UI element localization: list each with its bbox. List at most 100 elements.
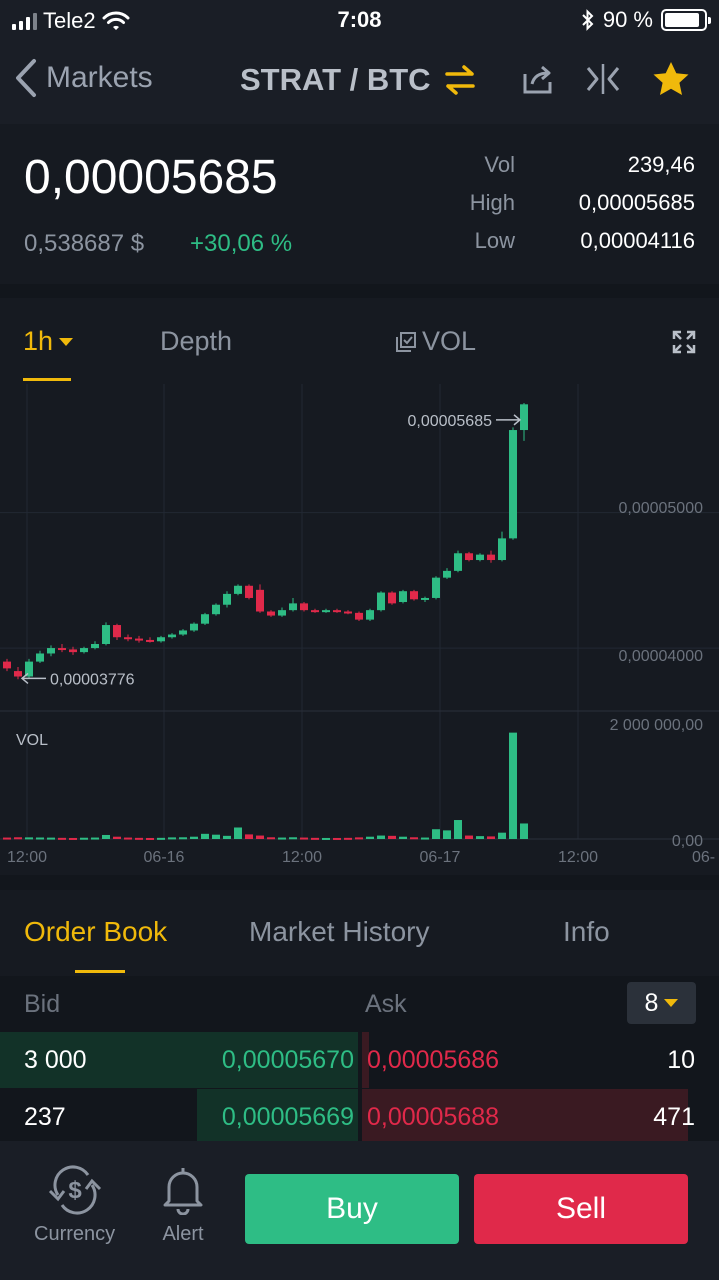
chart-tabs: 1h Depth VOL	[0, 298, 719, 384]
currency-exchange-icon: $	[48, 1165, 101, 1215]
fiat-price: 0,538687 $	[24, 230, 145, 257]
candle	[102, 625, 110, 644]
order-book-row[interactable]: 3 000 0,00005670 0,00005686 10	[0, 1032, 719, 1088]
price-axis-label-low: 0,00004000	[618, 648, 703, 665]
ask-depth-bar	[362, 1032, 369, 1088]
candle	[201, 614, 209, 624]
volume-bar	[69, 837, 77, 840]
candle	[69, 649, 77, 653]
vol-toggle[interactable]: VOL	[396, 326, 476, 357]
alert-button[interactable]: Alert	[161, 1165, 205, 1246]
decimals-value: 8	[644, 988, 659, 1017]
back-button[interactable]: Markets	[14, 58, 153, 98]
x-label: 12:00	[282, 849, 322, 866]
candle	[113, 625, 121, 638]
candle	[146, 639, 154, 642]
candle	[520, 404, 528, 431]
price-axis-label-high: 0,00005000	[618, 500, 703, 517]
candle	[168, 634, 176, 638]
carrier-name: Tele2	[43, 8, 96, 33]
volume-bar	[421, 837, 429, 840]
volume-bar	[344, 837, 352, 840]
decimals-dropdown[interactable]: 8	[627, 982, 696, 1024]
compare-icon[interactable]	[585, 62, 621, 96]
bid-header: Bid	[24, 990, 61, 1018]
volume-bar	[58, 837, 66, 840]
volume-bar	[278, 837, 286, 840]
candle	[190, 623, 198, 631]
x-label: 06-17	[420, 849, 461, 866]
volume-bar	[322, 837, 330, 840]
candle	[58, 648, 66, 651]
ask-header: Ask	[365, 990, 407, 1018]
favorite-star-icon[interactable]	[651, 60, 691, 98]
high-label: High	[469, 190, 515, 215]
candle	[25, 661, 33, 677]
order-book: Bid Ask 8 3 000 0,00005670 0,00005686 10…	[0, 976, 719, 1145]
volume-bar	[157, 837, 165, 840]
chart-panel: 1h Depth VOL 0,00005000 0,00004000 2 000…	[0, 298, 719, 875]
volume-bar	[366, 836, 374, 839]
bluetooth-icon	[582, 9, 594, 31]
order-book-row[interactable]: 237 0,00005669 0,00005688 471	[0, 1089, 719, 1145]
bid-price: 0,00005669	[221, 1103, 354, 1131]
low-label: Low	[474, 228, 515, 253]
bell-icon	[163, 1168, 203, 1215]
volume-bar	[443, 830, 451, 839]
min-arrow-icon	[20, 672, 46, 684]
volume-bar	[3, 837, 11, 840]
candle	[443, 570, 451, 578]
volume-bar	[377, 835, 385, 839]
tab-depth[interactable]: Depth	[160, 326, 233, 356]
candle	[487, 554, 495, 561]
fullscreen-icon[interactable]	[672, 330, 696, 354]
volume-bar	[179, 837, 187, 840]
ask-depth-bar	[362, 1089, 688, 1145]
interval-tab[interactable]: 1h	[23, 326, 74, 357]
candle	[322, 610, 330, 613]
volume-bar	[36, 837, 44, 840]
volume-axis-label-min: 0,00	[672, 833, 703, 850]
chevron-left-icon	[16, 59, 36, 97]
x-label: 06-16	[144, 849, 185, 866]
nav-bar: Markets STRAT / BTC	[0, 40, 719, 124]
volume-bar	[498, 832, 506, 839]
volume-label: VOL	[16, 732, 48, 749]
back-label: Markets	[46, 61, 153, 94]
x-label: 12:00	[558, 849, 598, 866]
currency-label: Currency	[34, 1223, 116, 1245]
price-chart[interactable]: 0,00005000 0,00004000 2 000 000,00 0,00 …	[0, 384, 719, 875]
candle	[355, 612, 363, 620]
pair-selector[interactable]: STRAT / BTC	[240, 62, 477, 98]
tab-order-book[interactable]: Order Book	[24, 916, 168, 947]
low-value: 0,00004116	[580, 228, 695, 253]
candle	[36, 653, 44, 662]
volume-bar	[168, 837, 176, 840]
max-price-marker: 0,00005685	[407, 413, 492, 430]
bid-quantity: 237	[24, 1103, 66, 1131]
candle	[421, 597, 429, 600]
candle	[289, 603, 297, 611]
volume-bar	[454, 820, 462, 839]
volume-bar	[201, 833, 209, 839]
candle	[245, 585, 253, 598]
last-price: 0,00005685	[24, 151, 278, 204]
sell-button[interactable]: Sell	[474, 1174, 688, 1244]
buy-button[interactable]: Buy	[245, 1174, 459, 1244]
candle	[267, 611, 275, 616]
signal-icon	[12, 12, 37, 30]
share-icon[interactable]	[521, 62, 555, 96]
bid-quantity: 3 000	[24, 1046, 87, 1074]
volume-bar	[267, 837, 275, 840]
volume-bar	[311, 837, 319, 840]
volume-bar	[289, 837, 297, 840]
vol-toggle-label: VOL	[422, 326, 477, 356]
currency-button[interactable]: $ Currency	[34, 1165, 115, 1246]
tab-info[interactable]: Info	[563, 916, 610, 947]
tab-market-history[interactable]: Market History	[249, 916, 430, 947]
carrier: Tele2	[12, 8, 130, 34]
candle	[234, 585, 242, 594]
volume-bar	[113, 836, 121, 839]
candle	[333, 610, 341, 613]
candle	[14, 671, 22, 677]
